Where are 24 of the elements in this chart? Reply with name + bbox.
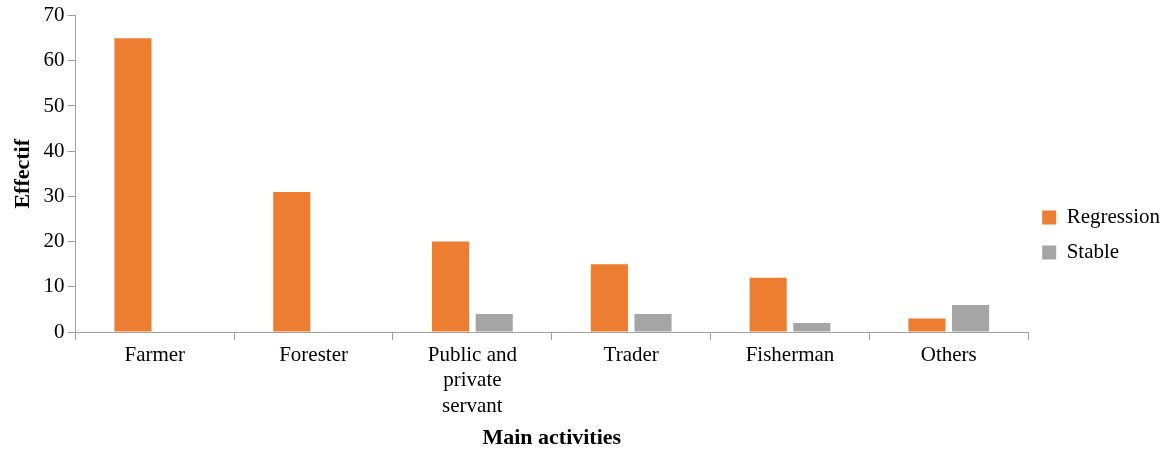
legend-label: Regression: [1066, 204, 1161, 229]
x-tick-label: Public and private servant: [427, 342, 518, 417]
x-tick-label: Farmer: [124, 342, 186, 367]
y-axis-title: Effectif: [8, 138, 34, 209]
x-tick-label: Others: [920, 342, 977, 367]
y-tick-label: 30: [43, 182, 65, 207]
bar: [273, 191, 311, 332]
y-tick-label: 60: [43, 47, 65, 72]
y-tick-label: 70: [43, 2, 65, 27]
y-tick-label: 0: [53, 318, 65, 343]
bar: [114, 38, 152, 332]
bar: [590, 264, 628, 332]
x-tick-label: Forester: [279, 342, 349, 367]
legend-label: Stable: [1066, 239, 1120, 264]
bar: [908, 318, 946, 332]
x-tick-label: Trader: [603, 342, 659, 367]
bar: [749, 277, 787, 332]
y-tick-label: 40: [43, 137, 65, 162]
y-tick-label: 10: [43, 273, 65, 298]
x-tick-label: Fisherman: [745, 342, 835, 367]
y-tick-label: 20: [43, 228, 65, 253]
bar: [432, 241, 470, 332]
x-axis-title: Main activities: [482, 424, 622, 450]
y-tick-label: 50: [43, 92, 65, 117]
